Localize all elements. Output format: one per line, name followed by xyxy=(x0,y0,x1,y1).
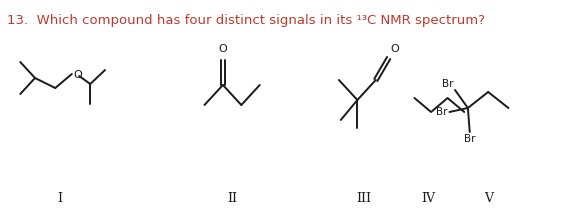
Text: 13.  Which compound has four distinct signals in its ¹³C NMR spectrum?: 13. Which compound has four distinct sig… xyxy=(7,14,485,27)
Text: II: II xyxy=(227,192,237,205)
Text: Br: Br xyxy=(442,79,453,89)
Text: I: I xyxy=(57,192,62,205)
Text: IV: IV xyxy=(421,192,435,205)
Text: O: O xyxy=(74,70,82,80)
Text: V: V xyxy=(484,192,493,205)
Text: Br: Br xyxy=(436,107,447,117)
Text: III: III xyxy=(356,192,371,205)
Text: O: O xyxy=(218,44,227,54)
Text: O: O xyxy=(391,44,399,54)
Text: Br: Br xyxy=(464,134,476,144)
